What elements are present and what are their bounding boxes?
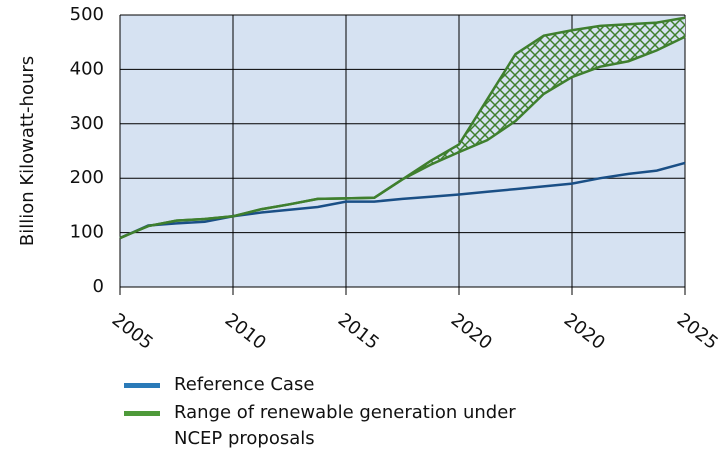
y-tick-label: 400 bbox=[70, 58, 104, 79]
y-tick-label: 0 bbox=[93, 276, 104, 297]
y-tick-label: 200 bbox=[70, 167, 104, 188]
legend-swatch bbox=[124, 383, 160, 388]
x-tick-label: 2020 bbox=[560, 309, 609, 354]
y-tick-label: 300 bbox=[70, 113, 104, 134]
y-tick-label: 100 bbox=[70, 222, 104, 243]
legend-item: Range of renewable generation under NCEP… bbox=[124, 400, 524, 452]
x-tick-label: 2015 bbox=[334, 309, 383, 354]
x-tick-label: 2020 bbox=[447, 309, 496, 354]
range-high-line bbox=[119, 16, 686, 240]
x-tick-label: 2025 bbox=[673, 309, 722, 354]
series-line bbox=[119, 161, 686, 240]
x-tick-label: 2005 bbox=[108, 309, 157, 354]
x-tick-label: 2010 bbox=[221, 309, 270, 354]
legend-label: Reference Case bbox=[174, 374, 315, 395]
legend-label: Range of renewable generation under NCEP… bbox=[174, 402, 516, 449]
legend-item: Reference Case bbox=[124, 372, 524, 398]
y-tick-label: 500 bbox=[70, 4, 104, 25]
y-axis-label: Billion Kilowatt-hours bbox=[17, 56, 38, 246]
range-area bbox=[120, 17, 685, 239]
legend-swatch bbox=[124, 411, 160, 416]
legend: Reference Case Range of renewable generat… bbox=[124, 372, 524, 454]
